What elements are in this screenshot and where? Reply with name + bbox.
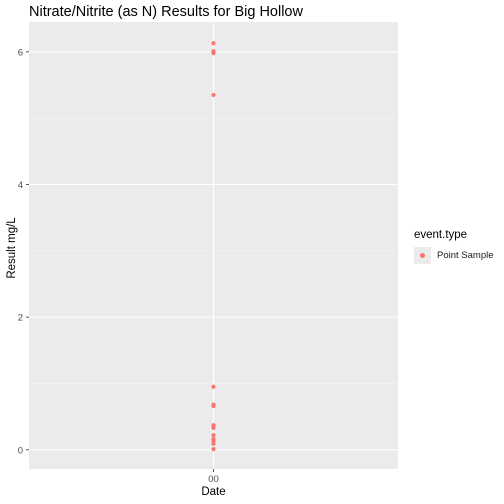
chart-title: Nitrate/Nitrite (as N) Results for Big H… [29,4,303,20]
data-point [211,425,216,430]
legend-item: Point Sample [414,247,494,264]
data-point [211,441,216,446]
y-tick-label: 6 [18,47,23,58]
y-tick-label: 4 [18,180,23,191]
x-tick-label: 00 [208,474,219,485]
data-point [211,92,216,98]
data-point [211,433,216,438]
x-axis-label: Date [201,486,226,498]
data-point [211,51,216,56]
legend: event.type Point Sample [414,229,494,264]
y-axis-label: Result mg/L [6,217,18,279]
data-point [211,41,216,46]
data-point [211,403,216,409]
legend-label: Point Sample [437,250,494,261]
legend-title: event.type [414,229,468,241]
data-point [211,384,216,389]
legend-key [414,247,431,264]
data-point [211,447,216,452]
y-tick-label: 0 [18,445,23,456]
legend-dot-icon [420,253,425,258]
y-tick-label: 2 [18,313,23,324]
